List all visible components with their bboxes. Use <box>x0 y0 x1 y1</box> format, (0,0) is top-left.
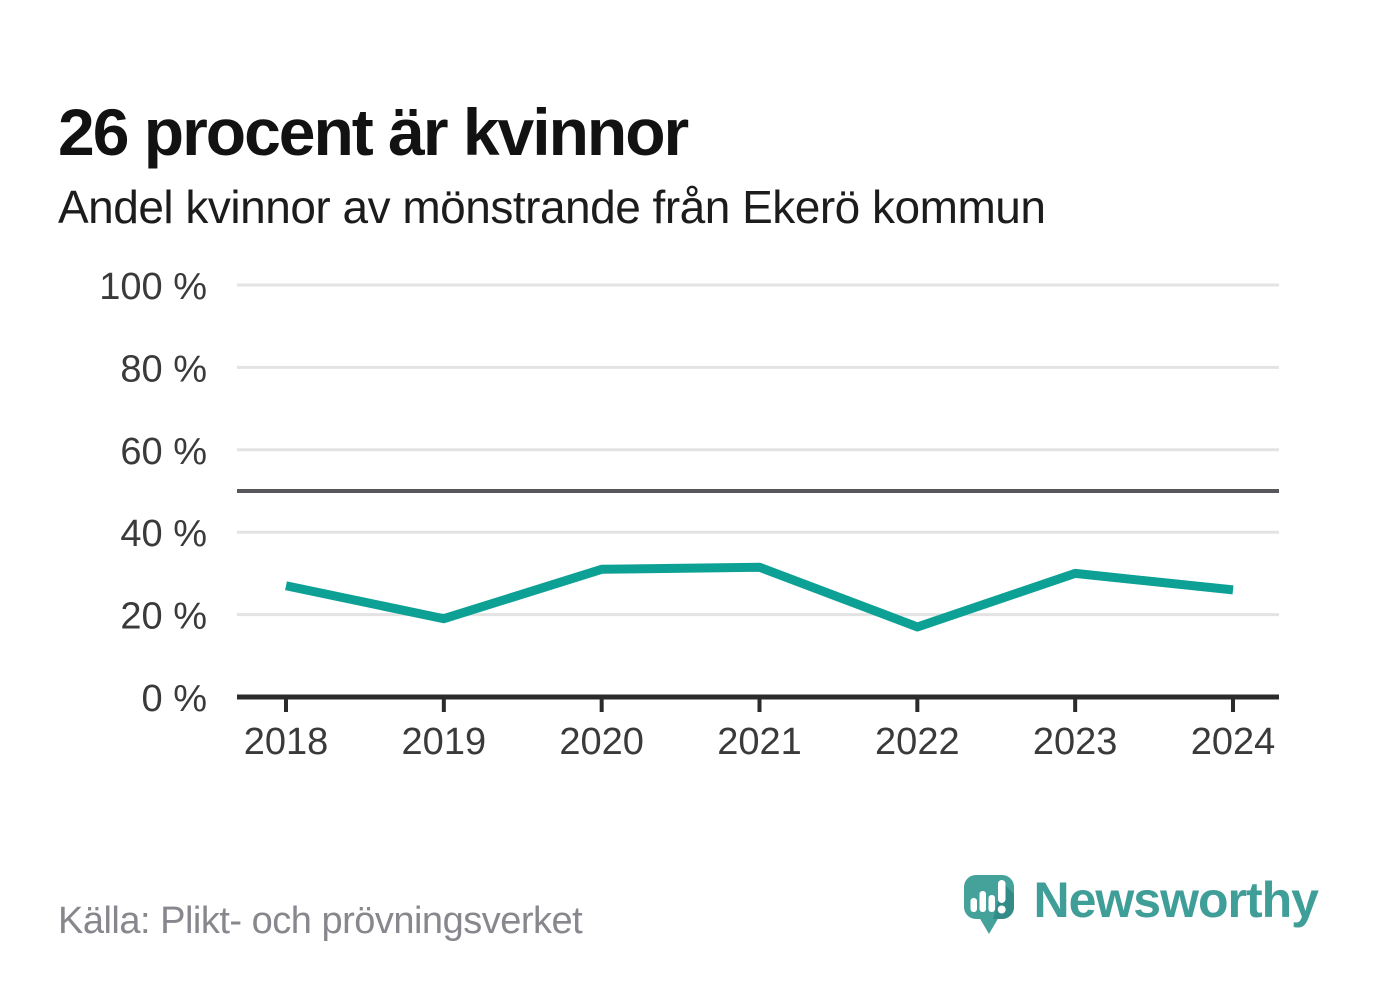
x-axis-tick-label: 2022 <box>875 721 960 763</box>
data-line <box>285 562 1234 632</box>
brand-name: Newsworthy <box>1033 872 1319 928</box>
y-axis-tick-label: 40 % <box>120 513 207 555</box>
newsworthy-logo-mark <box>964 875 1015 934</box>
x-axis-tick-label: 2024 <box>1191 721 1276 763</box>
newsworthy-logo: Newsworthy <box>963 872 1319 938</box>
x-axis-tick-label: 2021 <box>717 721 802 763</box>
y-axis-tick-label: 0 % <box>142 678 207 720</box>
y-axis-tick-label: 100 % <box>99 266 207 308</box>
x-axis-tick-label: 2023 <box>1033 721 1118 763</box>
exclamation-icon <box>998 880 1007 914</box>
x-axis-tick-label: 2018 <box>244 721 329 763</box>
x-axis-tick-label: 2019 <box>402 721 487 763</box>
chart-subtitle: Andel kvinnor av mönstrande från Ekerö k… <box>58 181 1046 233</box>
source-label: Källa: Plikt- och prövningsverket <box>58 900 583 942</box>
y-axis-tick-label: 60 % <box>120 431 207 473</box>
y-axis-tick-label: 20 % <box>120 596 207 638</box>
y-axis-tick-label: 80 % <box>120 348 207 390</box>
x-axis-tick-label: 2020 <box>559 721 644 763</box>
chart-title: 26 procent är kvinnor <box>58 95 689 170</box>
bar-chart-icon <box>970 891 996 912</box>
